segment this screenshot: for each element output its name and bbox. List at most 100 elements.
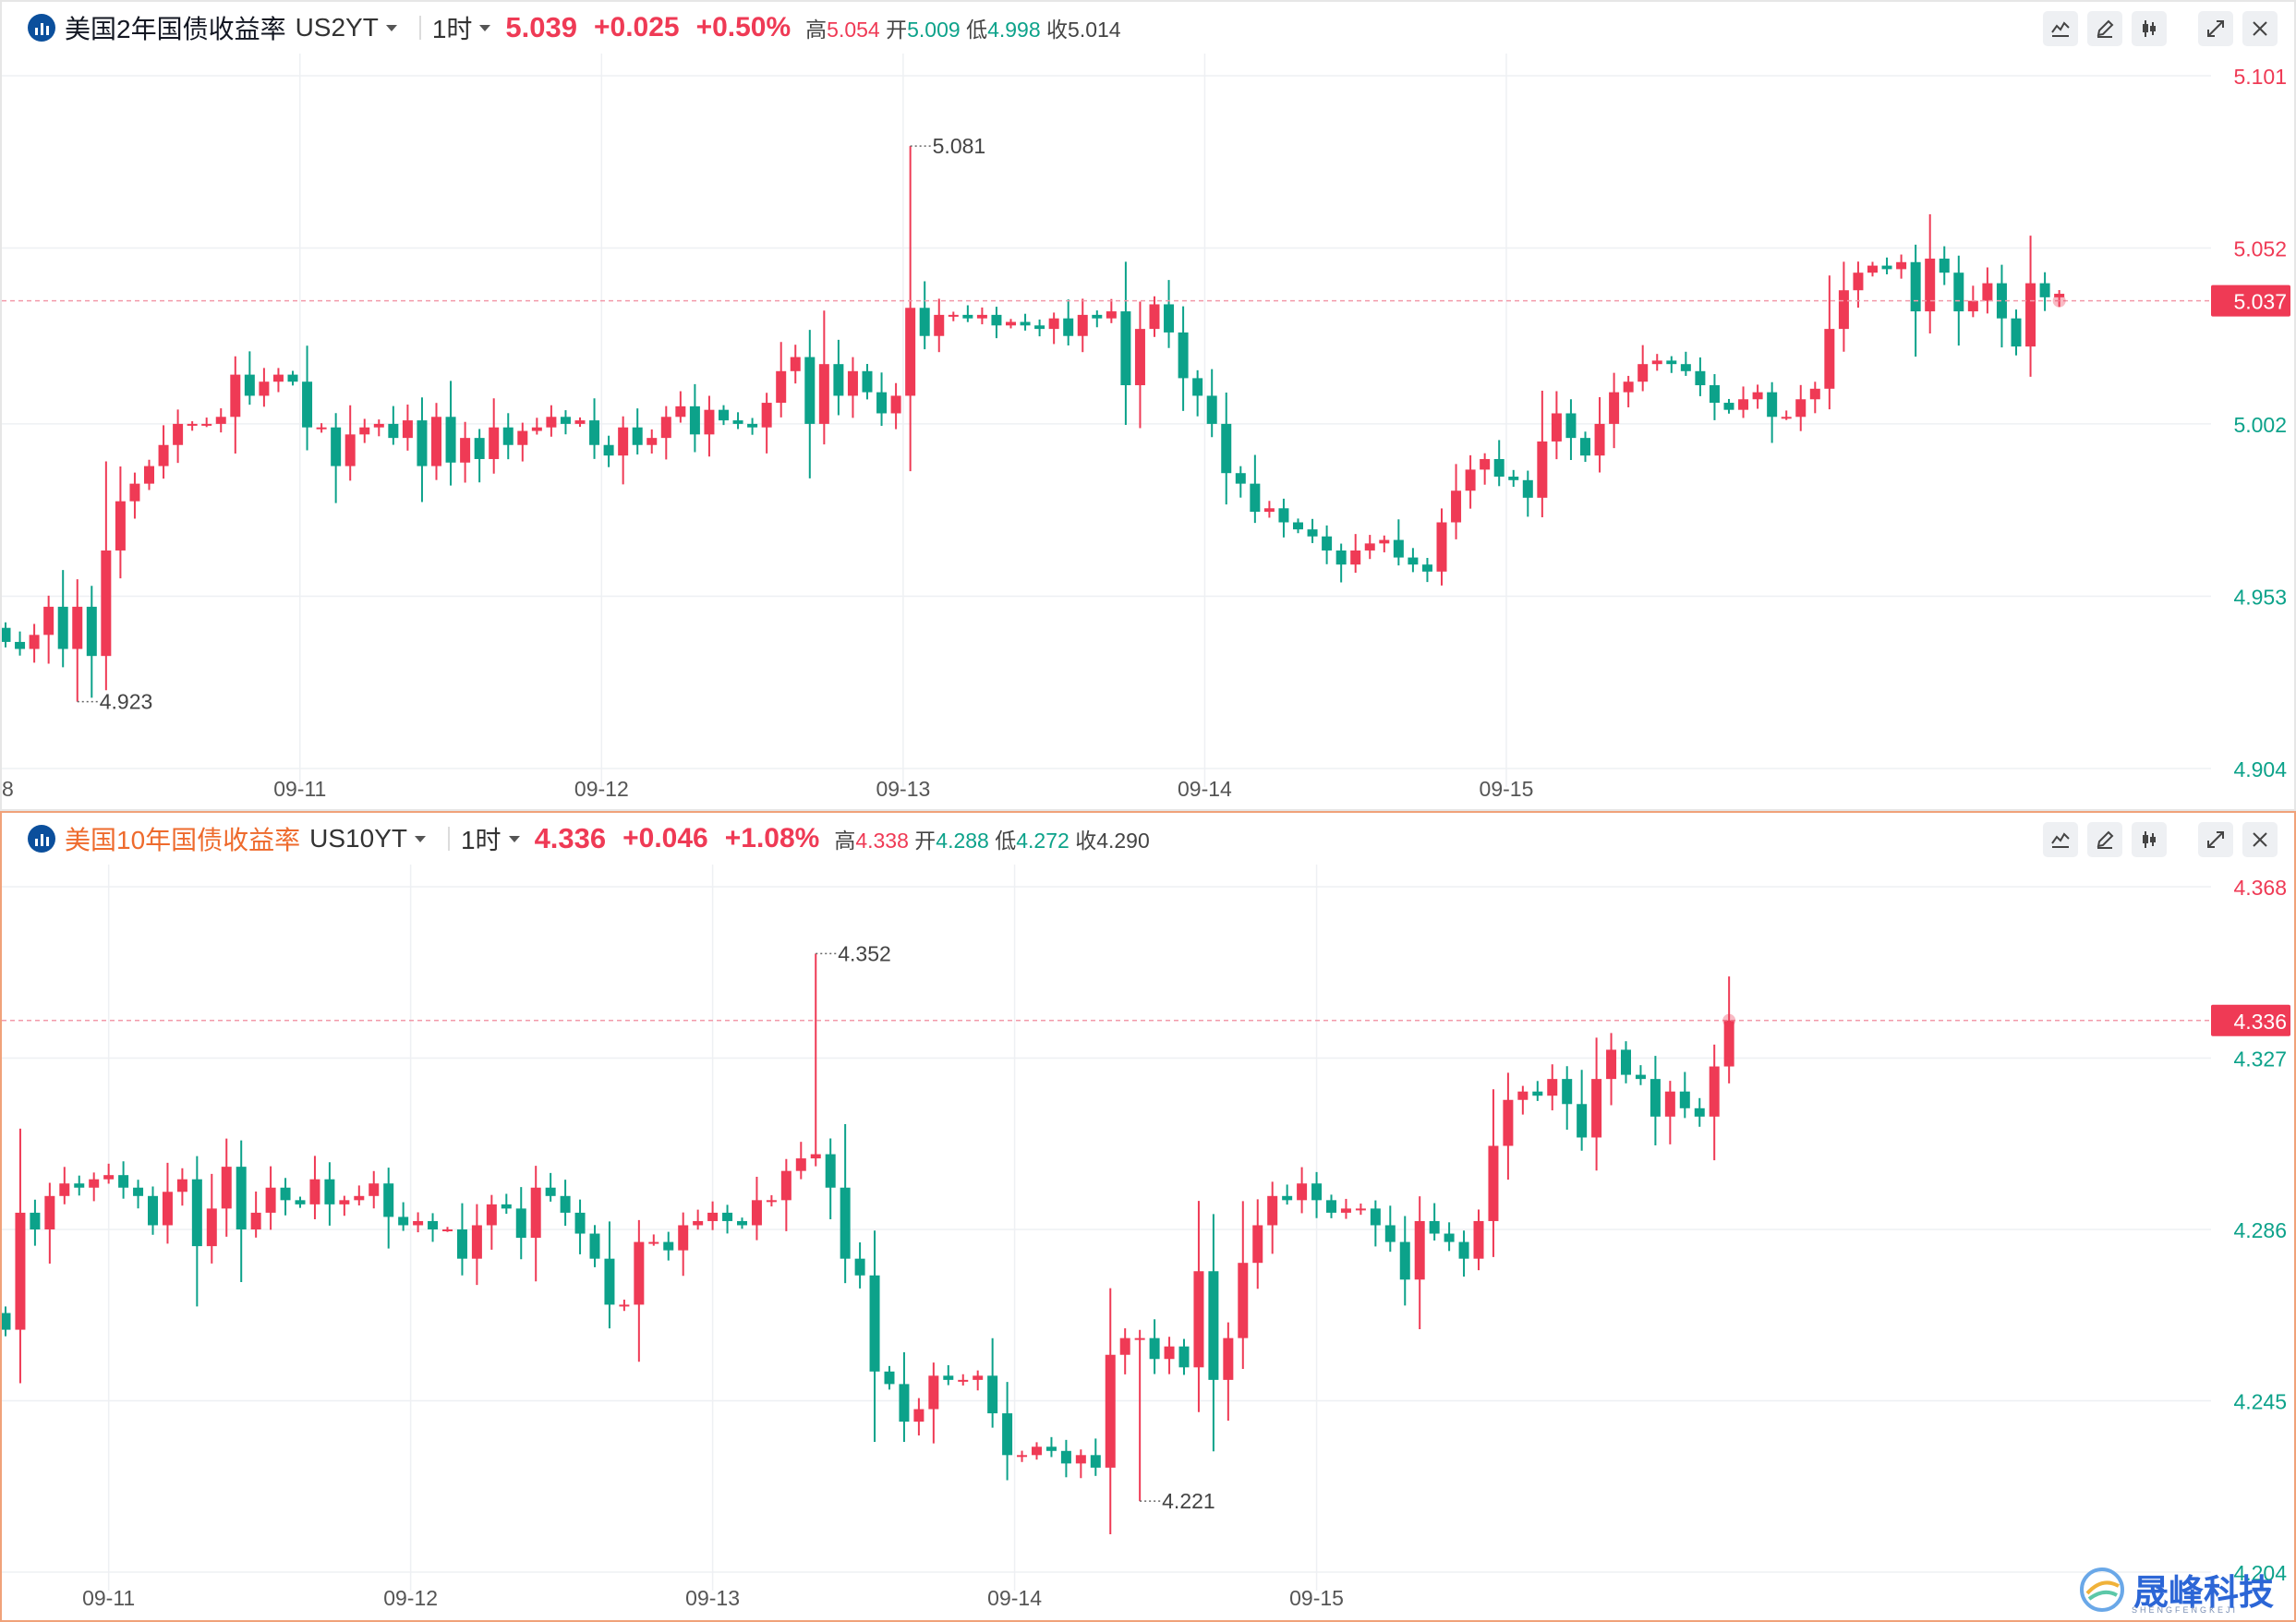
candle-body [1680,364,1691,371]
chevron-down-icon[interactable] [414,835,426,842]
y-tick-label: 4.327 [2233,1047,2287,1071]
candle-body [1206,395,1217,424]
candle-body [934,314,945,336]
candle-body [678,1225,689,1251]
x-tick-label: 09-15 [1289,1586,1344,1610]
candle-body [259,381,270,396]
candle-body [987,1375,998,1414]
x-tick-label: 09-13 [876,777,930,801]
draw-icon[interactable] [2087,11,2122,46]
candle-body [1621,1049,1631,1075]
extreme-annotation-label: 4.352 [838,941,891,965]
price-change-percent: +0.50% [695,12,792,42]
us2yt-chart-panel[interactable]: 美国2年国债收益率 US2YT 1时 5.039 +0.025 +0.50% 高… [0,0,2296,811]
candle-body [1493,458,1504,478]
candlestick-chart[interactable]: 4.204 4.245 4.286 4.327 4.368 09-11 09-12 09-13… [2,813,2294,1620]
watermark-subtext: SHENGFENGKEJI [2131,1605,2238,1615]
y-tick-label: 5.101 [2233,65,2287,89]
expand-icon[interactable] [2198,11,2233,46]
x-tick-label: 09-13 [685,1586,740,1610]
candle-body [751,1200,762,1226]
candle-body [1562,1079,1573,1105]
candle-body [776,370,787,404]
candle-body [1537,441,1548,498]
candle-body [489,427,500,459]
candle-body [603,444,614,456]
candle-body [1738,399,1749,410]
y-tick-label: 4.368 [2233,876,2287,900]
candle-type-icon[interactable] [2132,822,2167,857]
interval-selector[interactable]: 1时 [431,15,473,43]
candle-body [1178,332,1189,379]
close-label: 收 [1046,18,1069,42]
candle-body [309,1179,320,1204]
candle-body [383,1183,394,1217]
candle-body [1436,522,1447,572]
candle-body [962,314,973,319]
candle-body [369,1183,380,1196]
candle-body [1458,1241,1469,1259]
candle-body [1547,1079,1558,1096]
candle-body [876,392,888,414]
candle-body [1105,1354,1116,1468]
divider [418,16,421,40]
close-icon[interactable] [2242,11,2278,46]
indicator-icon[interactable] [2043,822,2078,857]
instrument-title[interactable]: 美国10年国债收益率 [65,826,301,854]
candle-body [1635,1074,1646,1080]
candle-body [1063,318,1074,336]
candle-body [1451,490,1462,523]
x-tick-label: 09-14 [1178,777,1232,801]
chevron-down-icon[interactable] [385,24,397,31]
chart-header: 美国2年国债收益率 US2YT 1时 5.039 +0.025 +0.50% 高… [2,2,2294,54]
candle-body [948,314,959,317]
candle-body [1120,311,1131,386]
symbol-selector[interactable]: US10YT [309,824,407,853]
draw-icon[interactable] [2087,822,2122,857]
symbol-selector[interactable]: US2YT [295,13,379,42]
candle-body [316,427,327,430]
chevron-down-icon[interactable] [508,835,520,842]
close-icon[interactable] [2242,822,2278,857]
candle-body [1393,539,1404,558]
candle-body [474,438,485,459]
candle-body [1311,1183,1323,1201]
candle-body [1517,1091,1529,1100]
candle-body [1551,413,1562,442]
watermark-logo-icon [2079,1567,2124,1612]
indicator-icon[interactable] [2043,11,2078,46]
candle-body [719,409,729,421]
candle-body [442,1229,453,1231]
candle-body [1709,385,1720,404]
candle-body [761,403,772,428]
candle-body [331,427,342,466]
instrument-title[interactable]: 美国2年国债收益率 [65,15,286,43]
candle-body [1326,1200,1336,1213]
us10yt-chart-panel[interactable]: 美国10年国债收益率 US10YT 1时 4.336 +0.046 +1.08%… [0,811,2296,1622]
high-value: 5.054 [827,18,880,42]
candle-body [471,1225,482,1259]
candle-body [1925,258,1936,312]
candle-body [1134,329,1145,386]
candle-body [1594,423,1605,456]
close-value: 4.290 [1096,829,1150,853]
expand-icon[interactable] [2198,822,2233,857]
candle-body [1881,265,1892,270]
candle-body [663,1241,674,1251]
candle-body [693,1220,704,1226]
candle-type-icon[interactable] [2132,11,2167,46]
candle-body [2054,294,2065,297]
candlestick-chart[interactable]: 4.904 4.953 5.002 5.052 5.101 -08 09-11 09-12 09… [2,2,2294,809]
interval-selector[interactable]: 1时 [460,826,501,854]
candle-body [72,606,83,649]
watermark: 晟峰科技 SHENGFENGKEJI [2078,1564,2274,1615]
chart-toolbar [2043,11,2278,46]
candle-body [1577,1104,1588,1138]
candle-body [103,1175,115,1180]
candle-body [30,1212,41,1229]
candle-body [530,1187,541,1239]
last-price-tag [2211,284,2290,317]
chevron-down-icon[interactable] [479,24,491,31]
candle-body [15,641,26,649]
y-tick-label: 5.002 [2233,413,2287,437]
